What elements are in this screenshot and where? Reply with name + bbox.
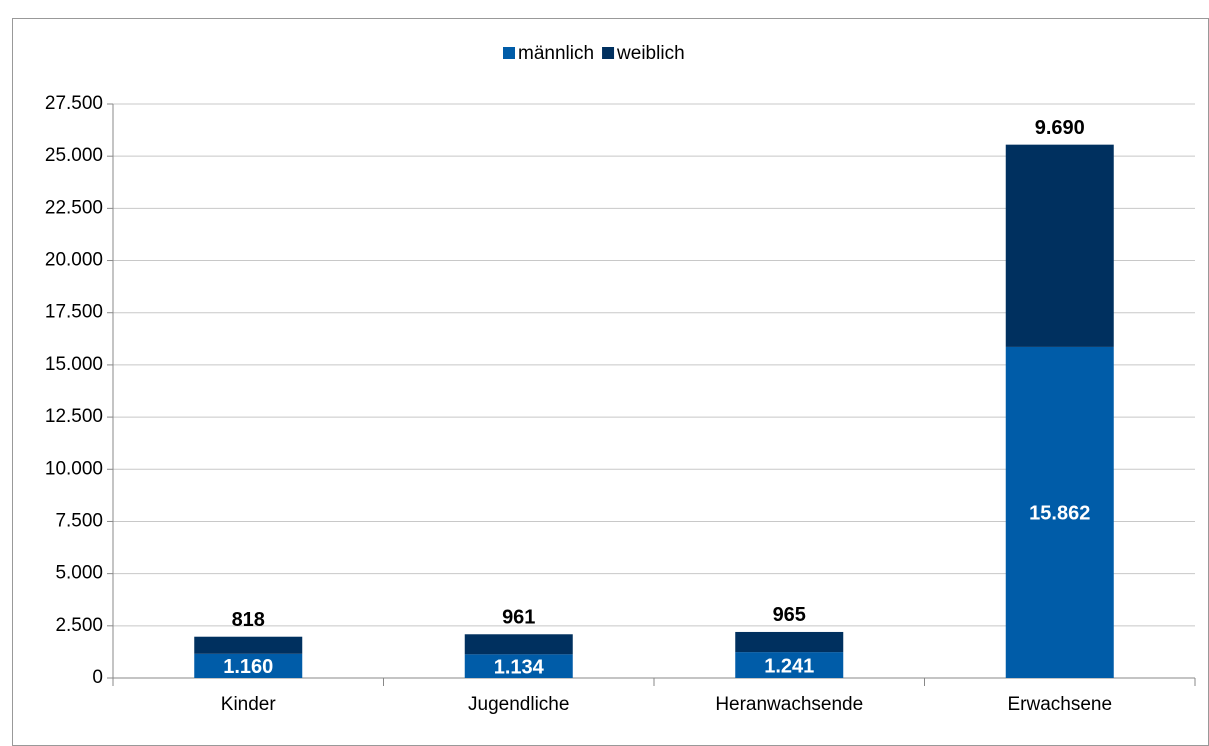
data-label: 1.134	[494, 656, 545, 678]
y-tick-label: 5.000	[55, 563, 103, 584]
y-tick-label: 20.000	[45, 250, 103, 271]
bar-segment	[735, 652, 844, 678]
x-tick-label: Jugendliche	[468, 694, 569, 715]
legend-swatch	[602, 47, 615, 59]
bar-segment	[464, 634, 573, 655]
y-tick-label: 0	[92, 667, 103, 688]
bar-segment	[194, 653, 303, 678]
y-tick-label: 25.000	[45, 145, 103, 166]
data-label: 1.160	[223, 656, 273, 678]
y-tick-label: 12.500	[45, 406, 103, 427]
data-label: 9.690	[1035, 117, 1085, 139]
x-tick-label: Erwachsene	[1007, 694, 1112, 715]
bar-segment	[194, 636, 303, 654]
y-tick-label: 17.500	[45, 302, 103, 323]
legend-swatch	[503, 47, 515, 59]
x-tick-label: Heranwachsende	[715, 694, 863, 715]
y-tick-label: 10.000	[45, 458, 103, 479]
bar-segment	[1005, 346, 1114, 678]
y-tick-label: 7.500	[55, 510, 103, 531]
data-label: 1.241	[764, 655, 814, 677]
y-tick-label: 27.500	[45, 93, 103, 114]
y-tick-label: 2.500	[55, 615, 103, 636]
y-tick-label: 15.000	[45, 354, 103, 375]
legend-label: weiblich	[616, 43, 685, 64]
data-label: 15.862	[1029, 503, 1090, 525]
bar-segment	[1005, 144, 1114, 347]
data-label: 818	[232, 609, 265, 631]
x-tick-label: Kinder	[221, 694, 277, 715]
bar-segment	[464, 654, 573, 678]
data-label: 961	[502, 607, 535, 629]
y-tick-label: 22.500	[45, 197, 103, 218]
data-label: 965	[773, 604, 806, 626]
bar-segment	[735, 631, 844, 653]
legend-label: männlich	[518, 43, 594, 64]
